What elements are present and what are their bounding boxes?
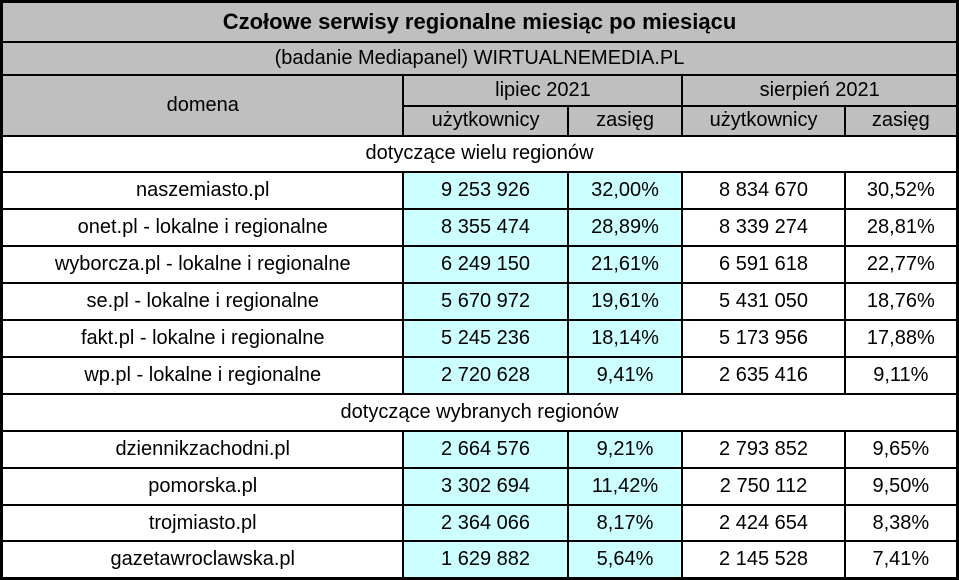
- month-header-row: domena lipiec 2021 sierpień 2021: [0, 73, 959, 137]
- domain-cell: naszemiasto.pl: [0, 171, 405, 211]
- august-users-cell: 2 145 528: [681, 540, 846, 580]
- table-row: gazetawroclawska.pl 1 629 882 5,64% 2 14…: [0, 540, 959, 580]
- domain-cell: trojmiasto.pl: [0, 503, 405, 543]
- august-reach-cell: 9,65%: [843, 429, 959, 469]
- july-users-cell: 3 302 694: [402, 466, 569, 506]
- july-reach-cell: 28,89%: [566, 208, 684, 248]
- section-header: dotyczące wielu regionów: [0, 134, 959, 174]
- july-users-cell: 1 629 882: [402, 540, 569, 580]
- july-reach-cell: 5,64%: [566, 540, 684, 580]
- column-header-july-reach: zasięg: [566, 104, 684, 137]
- column-header-july-users: użytkownicy: [402, 104, 569, 137]
- august-reach-cell: 22,77%: [843, 245, 959, 285]
- august-reach-cell: 9,50%: [843, 466, 959, 506]
- august-reach-cell: 28,81%: [843, 208, 959, 248]
- august-users-cell: 8 834 670: [681, 171, 846, 211]
- table-row: fakt.pl - lokalne i regionalne 5 245 236…: [0, 319, 959, 358]
- column-header-august-users: użytkownicy: [681, 104, 846, 137]
- august-users-cell: 5 431 050: [681, 282, 846, 322]
- domain-cell: onet.pl - lokalne i regionalne: [0, 208, 405, 248]
- column-header-august-reach: zasięg: [843, 104, 959, 137]
- domain-cell: se.pl - lokalne i regionalne: [0, 282, 405, 322]
- domain-cell: gazetawroclawska.pl: [0, 540, 405, 580]
- july-users-cell: 2 664 576: [402, 429, 569, 469]
- table-row: trojmiasto.pl 2 364 066 8,17% 2 424 654 …: [0, 503, 959, 543]
- august-reach-cell: 9,11%: [843, 355, 959, 395]
- august-users-cell: 5 173 956: [681, 319, 846, 358]
- table-row: wyborcza.pl - lokalne i regionalne 6 249…: [0, 245, 959, 285]
- title-row: Czołowe serwisy regionalne miesiąc po mi…: [0, 0, 959, 43]
- july-reach-cell: 9,41%: [566, 355, 684, 395]
- august-reach-cell: 17,88%: [843, 319, 959, 358]
- july-reach-cell: 19,61%: [566, 282, 684, 322]
- july-users-cell: 5 670 972: [402, 282, 569, 322]
- august-users-cell: 2 424 654: [681, 503, 846, 543]
- july-reach-cell: 8,17%: [566, 503, 684, 543]
- table-subtitle: (badanie Mediapanel) WIRTUALNEMEDIA.PL: [0, 40, 959, 76]
- august-users-cell: 6 591 618: [681, 245, 846, 285]
- july-users-cell: 2 364 066: [402, 503, 569, 543]
- table-row: se.pl - lokalne i regionalne 5 670 972 1…: [0, 282, 959, 322]
- july-reach-cell: 9,21%: [566, 429, 684, 469]
- domain-cell: wyborcza.pl - lokalne i regionalne: [0, 245, 405, 285]
- july-users-cell: 6 249 150: [402, 245, 569, 285]
- july-users-cell: 2 720 628: [402, 355, 569, 395]
- domain-cell: pomorska.pl: [0, 466, 405, 506]
- table-row: pomorska.pl 3 302 694 11,42% 2 750 112 9…: [0, 466, 959, 506]
- sub-header-row: użytkownicy zasięg użytkownicy zasięg: [2, 104, 959, 137]
- section-header-row: dotyczące wielu regionów: [0, 134, 959, 174]
- column-header-domain: domena: [0, 73, 405, 137]
- august-users-cell: 2 750 112: [681, 466, 846, 506]
- july-reach-cell: 11,42%: [566, 466, 684, 506]
- table-row: onet.pl - lokalne i regionalne 8 355 474…: [0, 208, 959, 248]
- august-users-cell: 2 793 852: [681, 429, 846, 469]
- table-row: wp.pl - lokalne i regionalne 2 720 628 9…: [0, 355, 959, 395]
- july-reach-cell: 32,00%: [566, 171, 684, 211]
- july-users-cell: 8 355 474: [402, 208, 569, 248]
- august-reach-cell: 18,76%: [843, 282, 959, 322]
- july-reach-cell: 21,61%: [566, 245, 684, 285]
- table-row: naszemiasto.pl 9 253 926 32,00% 8 834 67…: [0, 171, 959, 211]
- august-users-cell: 2 635 416: [681, 355, 846, 395]
- august-reach-cell: 7,41%: [843, 540, 959, 580]
- august-users-cell: 8 339 274: [681, 208, 846, 248]
- month-header-july: lipiec 2021: [402, 73, 684, 107]
- subtitle-row: (badanie Mediapanel) WIRTUALNEMEDIA.PL: [0, 40, 959, 76]
- table-title: Czołowe serwisy regionalne miesiąc po mi…: [0, 0, 959, 43]
- july-users-cell: 5 245 236: [402, 319, 569, 358]
- august-reach-cell: 8,38%: [843, 503, 959, 543]
- july-reach-cell: 18,14%: [566, 319, 684, 358]
- section-header-row: dotyczące wybranych regionów: [0, 392, 959, 432]
- domain-cell: fakt.pl - lokalne i regionalne: [0, 319, 405, 358]
- domain-cell: wp.pl - lokalne i regionalne: [0, 355, 405, 395]
- july-users-cell: 9 253 926: [402, 171, 569, 211]
- section-header: dotyczące wybranych regionów: [0, 392, 959, 432]
- august-reach-cell: 30,52%: [843, 171, 959, 211]
- domain-cell: dziennikzachodni.pl: [0, 429, 405, 469]
- month-header-august: sierpień 2021: [681, 73, 959, 107]
- table-row: dziennikzachodni.pl 2 664 576 9,21% 2 79…: [0, 429, 959, 469]
